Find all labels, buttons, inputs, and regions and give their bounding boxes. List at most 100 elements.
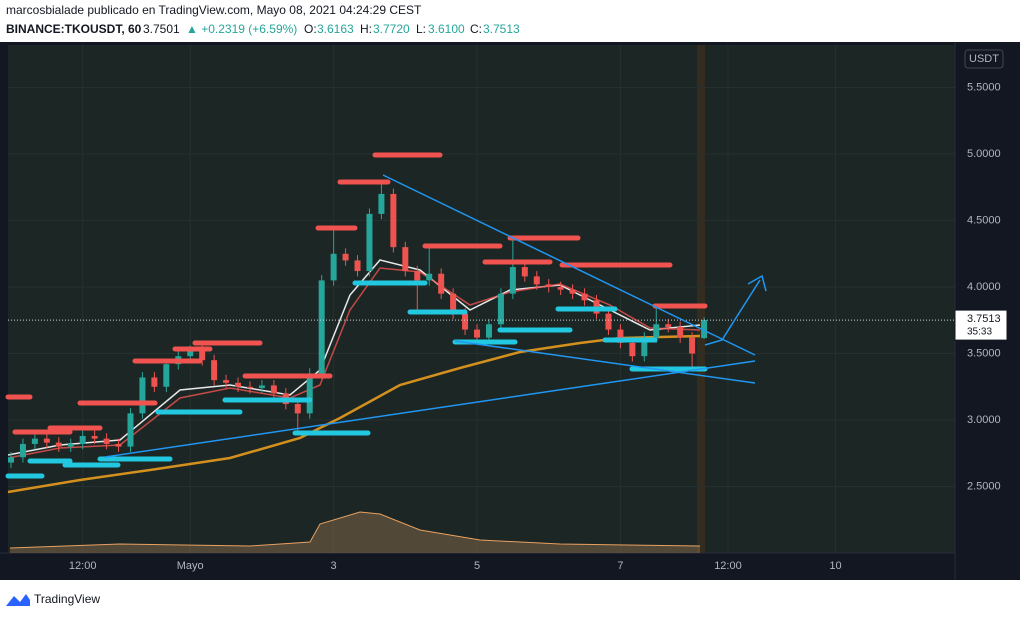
symbol: BINANCE:TKOUSDT, 60 — [6, 22, 142, 36]
brand: TradingView — [34, 592, 100, 606]
candle-body — [485, 324, 492, 338]
candle-body — [43, 438, 50, 443]
candle-body — [677, 326, 684, 338]
candle-body — [354, 260, 361, 272]
candle-body — [127, 413, 134, 447]
moving-average-200 — [7, 334, 701, 494]
candle-body — [223, 380, 230, 383]
price-label: 3.7513 — [967, 313, 1001, 325]
candle-body — [258, 385, 265, 389]
candle-body — [19, 443, 26, 458]
footer — [0, 580, 1020, 617]
candle-body — [617, 329, 624, 343]
candle-body — [67, 443, 74, 447]
candle-body — [330, 253, 337, 281]
y-tick-label: 3.5000 — [967, 347, 1001, 359]
candle-body — [402, 247, 409, 272]
x-tick-label: 5 — [474, 560, 480, 572]
candle-body — [569, 289, 576, 294]
o-label: O: — [304, 22, 317, 36]
candle-body — [653, 324, 660, 338]
candle-body — [462, 313, 469, 330]
candle-body — [581, 293, 588, 301]
price-label-box — [954, 309, 1008, 341]
candle-body — [211, 360, 218, 381]
o-value: 3.6163 — [317, 22, 354, 36]
l-value: 3.6100 — [428, 22, 465, 36]
candle-body — [318, 280, 325, 374]
candle-body — [163, 364, 170, 387]
h-value: 3.7720 — [373, 22, 410, 36]
candle-body — [55, 442, 62, 447]
candle-body — [91, 435, 98, 439]
candle-body — [665, 324, 672, 327]
author-line: marcosbialade publicado en TradingView.c… — [6, 3, 422, 17]
session-band — [697, 45, 705, 553]
candle-body — [390, 193, 397, 248]
grid — [8, 45, 955, 553]
currency-box — [964, 49, 1004, 69]
candle-body — [521, 267, 528, 277]
axes: 2.5000 3.0000 3.5000 4.0000 4.5000 5.0000 5.50… — [69, 81, 1008, 572]
candle-body — [7, 457, 14, 463]
candle-body — [426, 273, 433, 281]
candle-body — [641, 337, 648, 357]
candle-body — [689, 337, 696, 354]
x-tick-label: 12:00 — [714, 560, 742, 572]
trend-line — [454, 340, 756, 384]
candle-body — [31, 438, 38, 444]
plot-area — [8, 45, 955, 553]
candle-body — [701, 320, 708, 339]
candle-body — [450, 293, 457, 314]
candle-body — [103, 438, 110, 444]
candle-body — [545, 284, 552, 288]
candle-body — [115, 443, 122, 447]
x-tick-label: 7 — [617, 560, 623, 572]
candle-body — [294, 404, 301, 414]
c-label: C: — [470, 22, 482, 36]
candle-body — [509, 267, 516, 294]
candle-body — [79, 435, 86, 444]
trend-line — [104, 360, 756, 458]
candle-body — [533, 276, 540, 285]
currency: USDT — [969, 53, 999, 65]
arrow-head — [747, 274, 767, 292]
y-tick-label: 5.0000 — [967, 148, 1001, 160]
candle-body — [235, 382, 242, 387]
candle-body — [187, 350, 194, 357]
brand-logo — [6, 594, 30, 606]
trend-lines — [104, 174, 767, 458]
candle-body — [366, 213, 373, 272]
h-label: H: — [360, 22, 372, 36]
candle-body — [438, 273, 445, 294]
support-levels — [5, 280, 708, 479]
candle-body — [306, 373, 313, 414]
last-price: 3.7501 — [143, 22, 180, 36]
candle-body — [629, 342, 636, 357]
candle-body — [474, 329, 481, 338]
resistance-levels — [5, 152, 708, 435]
volume-ma — [9, 511, 701, 549]
candle-body — [139, 377, 146, 414]
candle-body — [270, 385, 277, 394]
y-tick-label: 4.5000 — [967, 214, 1001, 226]
change: ▲ +0.2319 (+6.59%) — [186, 22, 297, 36]
x-tick-label: 10 — [829, 560, 841, 572]
x-tick-label: 3 — [331, 560, 337, 572]
levels — [5, 152, 708, 479]
candle-body — [378, 193, 385, 214]
trend-line — [382, 174, 756, 356]
l-label: L: — [416, 22, 426, 36]
candle-body — [557, 287, 564, 290]
candle-body — [414, 271, 421, 281]
candle-body — [497, 293, 504, 325]
y-tick-label: 3.0000 — [967, 414, 1001, 426]
candle-body — [246, 386, 253, 389]
y-tick-label: 4.0000 — [967, 281, 1001, 293]
x-tick-label: Mayo — [177, 560, 204, 572]
c-value: 3.7513 — [483, 22, 520, 36]
countdown: 35:33 — [967, 327, 992, 338]
projection-arrow — [704, 279, 761, 346]
candle-body — [199, 350, 206, 361]
